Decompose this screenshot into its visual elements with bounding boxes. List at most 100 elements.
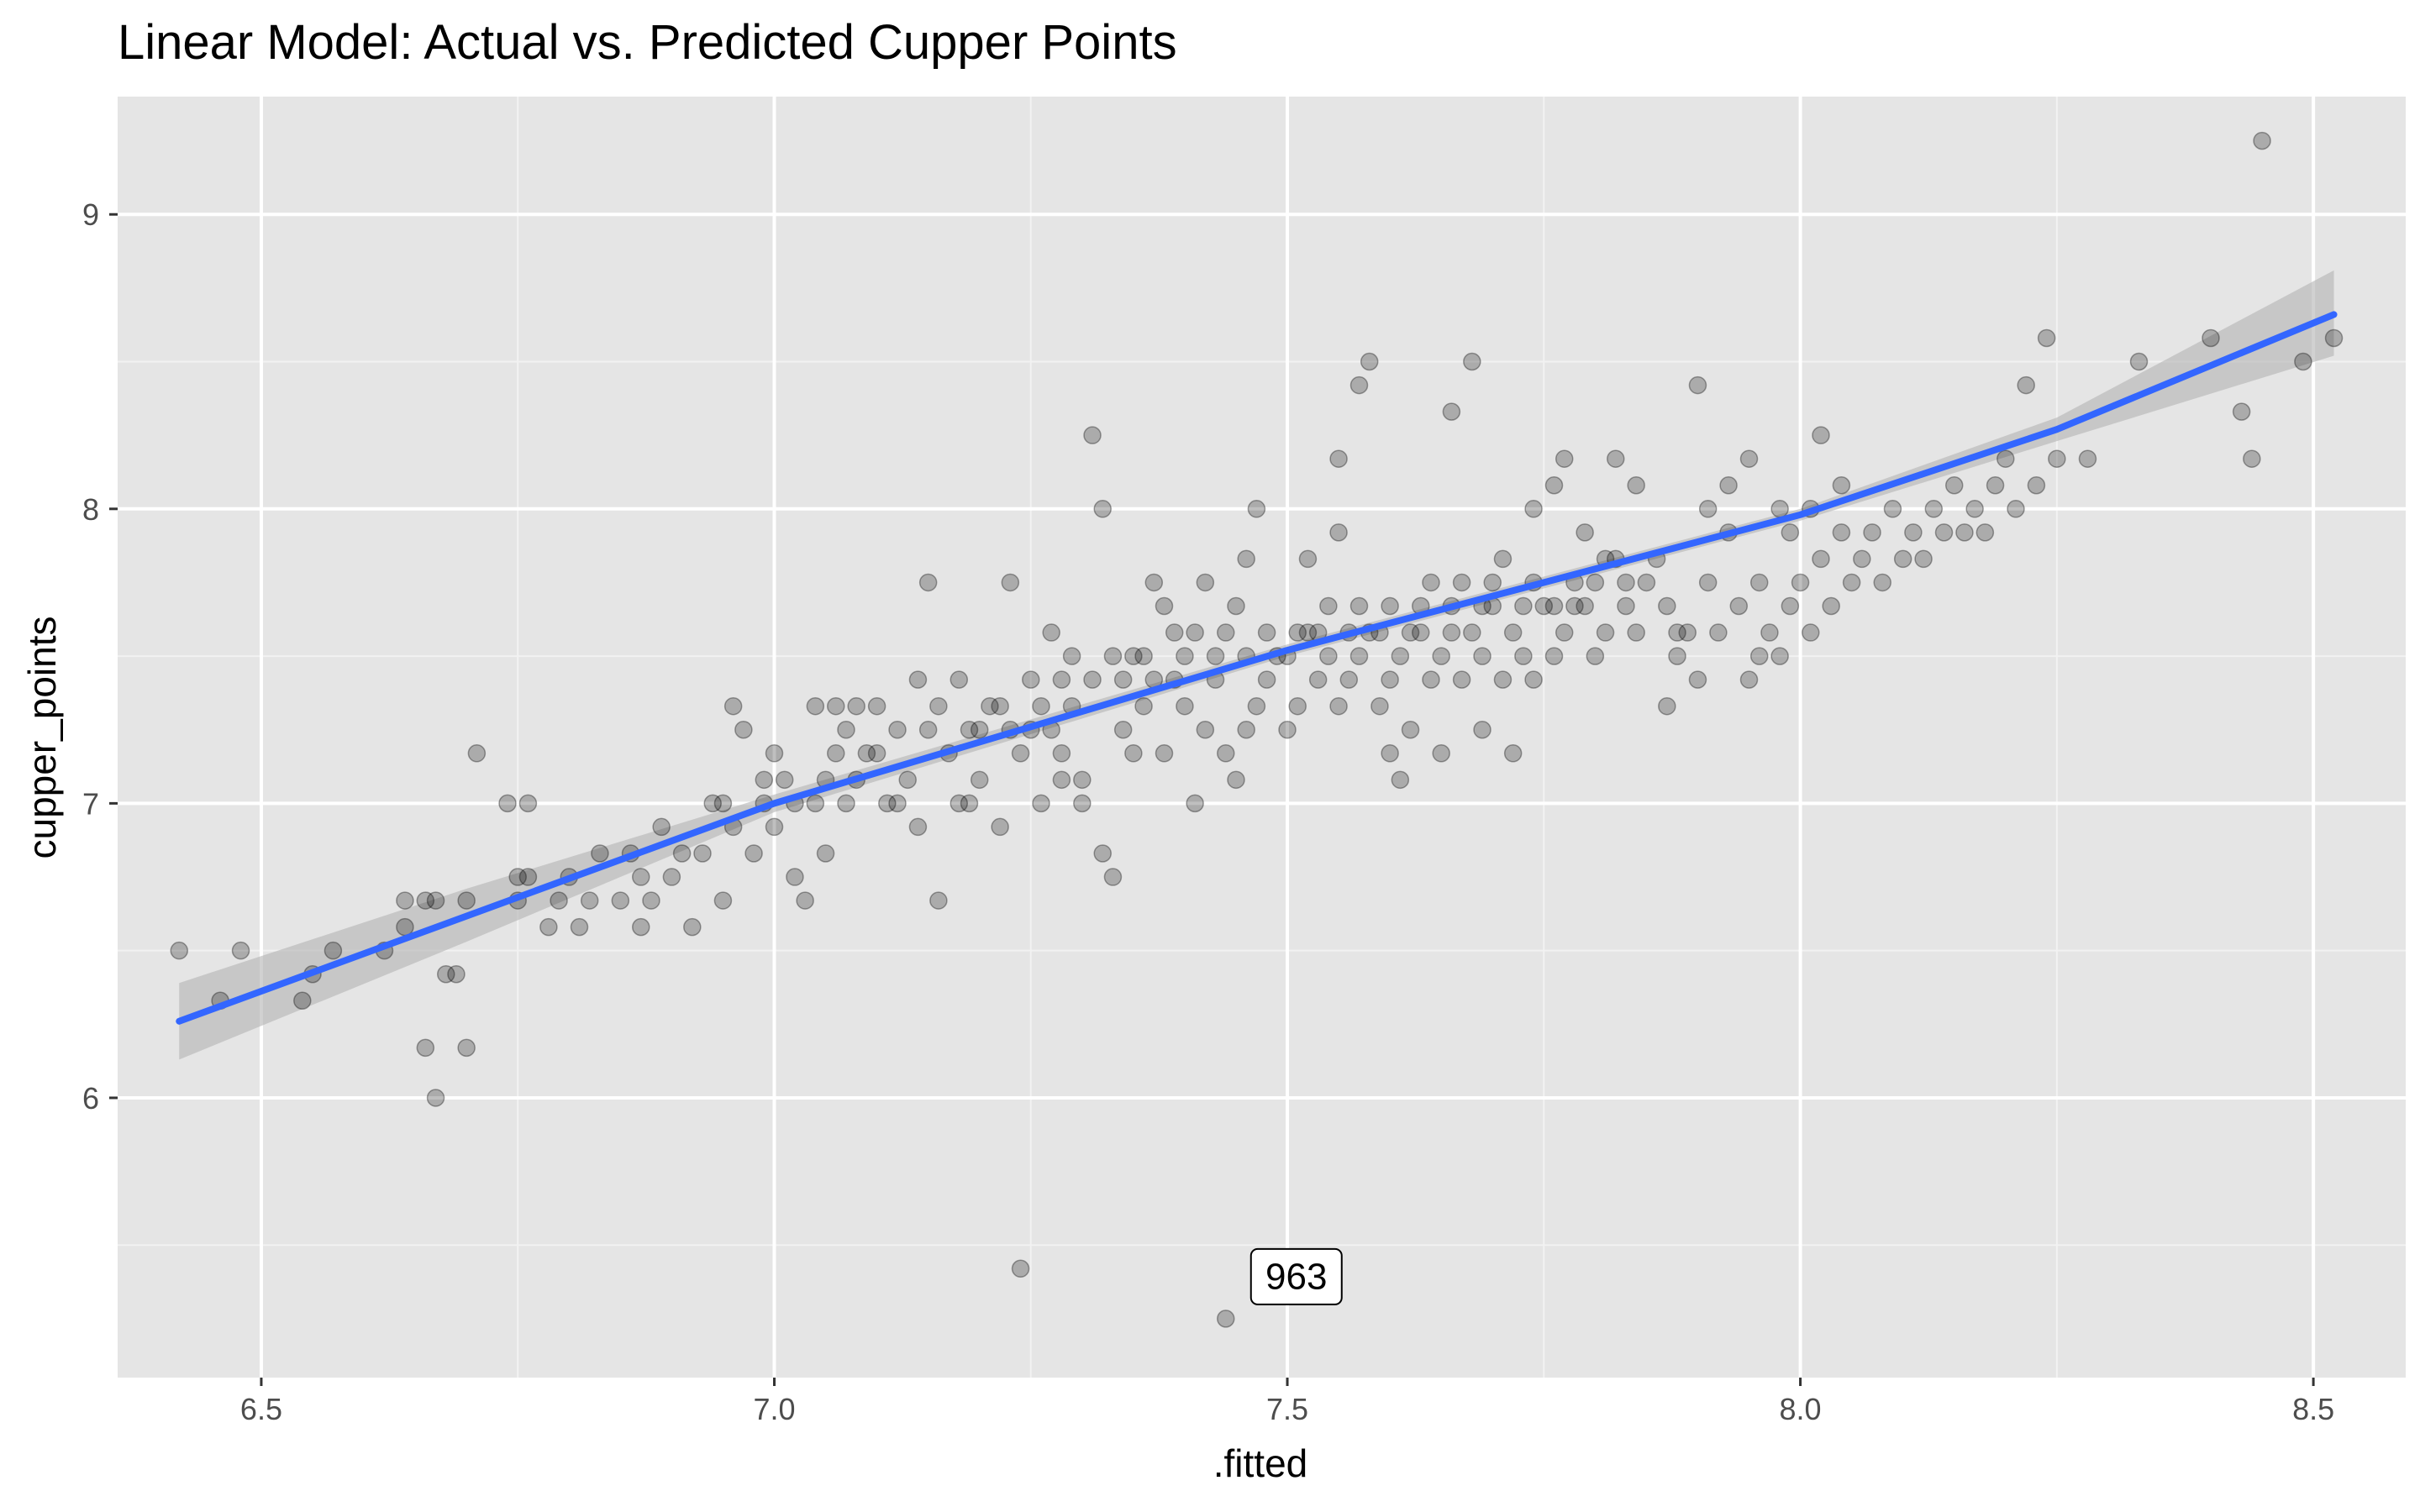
data-point [1473,720,1491,739]
data-point [1617,573,1635,592]
data-point [1832,523,1851,542]
data-point [416,1038,435,1058]
data-point [1052,770,1071,790]
data-point [1934,523,1954,542]
data-point [1093,500,1112,518]
data-point [518,794,538,813]
data-point [703,794,722,813]
confidence-band [179,270,2334,1060]
data-point [652,817,671,837]
data-point [991,696,1009,716]
data-point [1524,500,1543,518]
data-point [457,891,476,910]
data-point [2232,402,2251,421]
data-point [1042,623,1060,642]
data-point [1452,573,1471,592]
data-point [1576,596,1594,616]
data-point [550,891,568,910]
data-point [827,696,845,716]
data-point [1739,449,1759,468]
data-point [816,844,835,863]
y-tick-label: 6 [82,1081,99,1116]
data-point [1668,623,1686,642]
data-point [1155,596,1174,616]
data-point [1781,596,1800,616]
data-point [1247,500,1266,518]
data-point [837,794,855,813]
data-point [1237,720,1255,739]
fit-line-layer [176,311,2338,1025]
data-point [1802,623,1820,642]
y-tick-label: 9 [82,197,99,232]
data-point [1165,623,1184,642]
data-point [1186,623,1204,642]
data-point [693,844,712,863]
data-point [1544,596,1564,616]
data-point [1442,402,1461,421]
data-point [1463,352,1481,371]
data-point [1503,623,1523,642]
data-point [1544,476,1564,495]
data-point [1113,670,1133,689]
data-point [1432,744,1450,763]
data-point [1544,647,1564,665]
data-point [765,817,784,837]
data-point [1349,596,1369,616]
data-point [1206,647,1225,665]
data-point [1607,449,1625,468]
data-point [1401,623,1420,642]
data-point [1688,375,1707,395]
data-point [426,891,445,910]
data-point [1812,549,1830,569]
data-point [713,891,733,910]
data-point [1370,696,1389,716]
data-point [786,868,804,886]
data-point [1329,696,1348,716]
data-point [1473,647,1491,665]
data-point [918,720,938,739]
data-point [908,670,928,689]
data-point [498,794,517,813]
data-point [416,891,435,910]
data-point [888,720,907,739]
data-point [1986,476,2005,495]
data-point [1011,744,1030,763]
data-point [1749,647,1769,665]
data-point [806,696,825,716]
data-point [1011,1259,1030,1278]
data-point [1083,426,1102,444]
data-point [847,696,865,716]
data-point [2048,449,2066,468]
data-point [929,891,948,910]
data-point [2017,375,2035,395]
data-point [775,770,794,790]
data-point [960,720,979,739]
data-point [1627,623,1645,642]
data-point [1217,623,1235,642]
data-point [1565,596,1584,616]
data-point [2202,328,2220,348]
data-point [1022,670,1040,689]
data-point [1288,623,1307,642]
data-point [713,794,733,813]
data-point [631,868,650,886]
data-point [1555,449,1574,468]
data-point [1227,596,1245,616]
data-point [1452,670,1471,689]
data-point [1349,375,1369,395]
data-point [1534,596,1554,616]
data-point [1668,647,1686,665]
data-point [1298,623,1318,642]
data-point [1422,670,1440,689]
data-point [950,794,969,813]
data-point [1093,844,1112,863]
data-point [467,744,487,763]
data-point [1103,647,1123,665]
x-tick-label: 7.5 [1266,1392,1308,1426]
data-point [1329,523,1348,542]
data-point [1186,794,1204,813]
data-point [1237,549,1255,569]
data-point [1052,744,1071,763]
data-point [1996,449,2015,468]
data-point [1658,696,1676,716]
